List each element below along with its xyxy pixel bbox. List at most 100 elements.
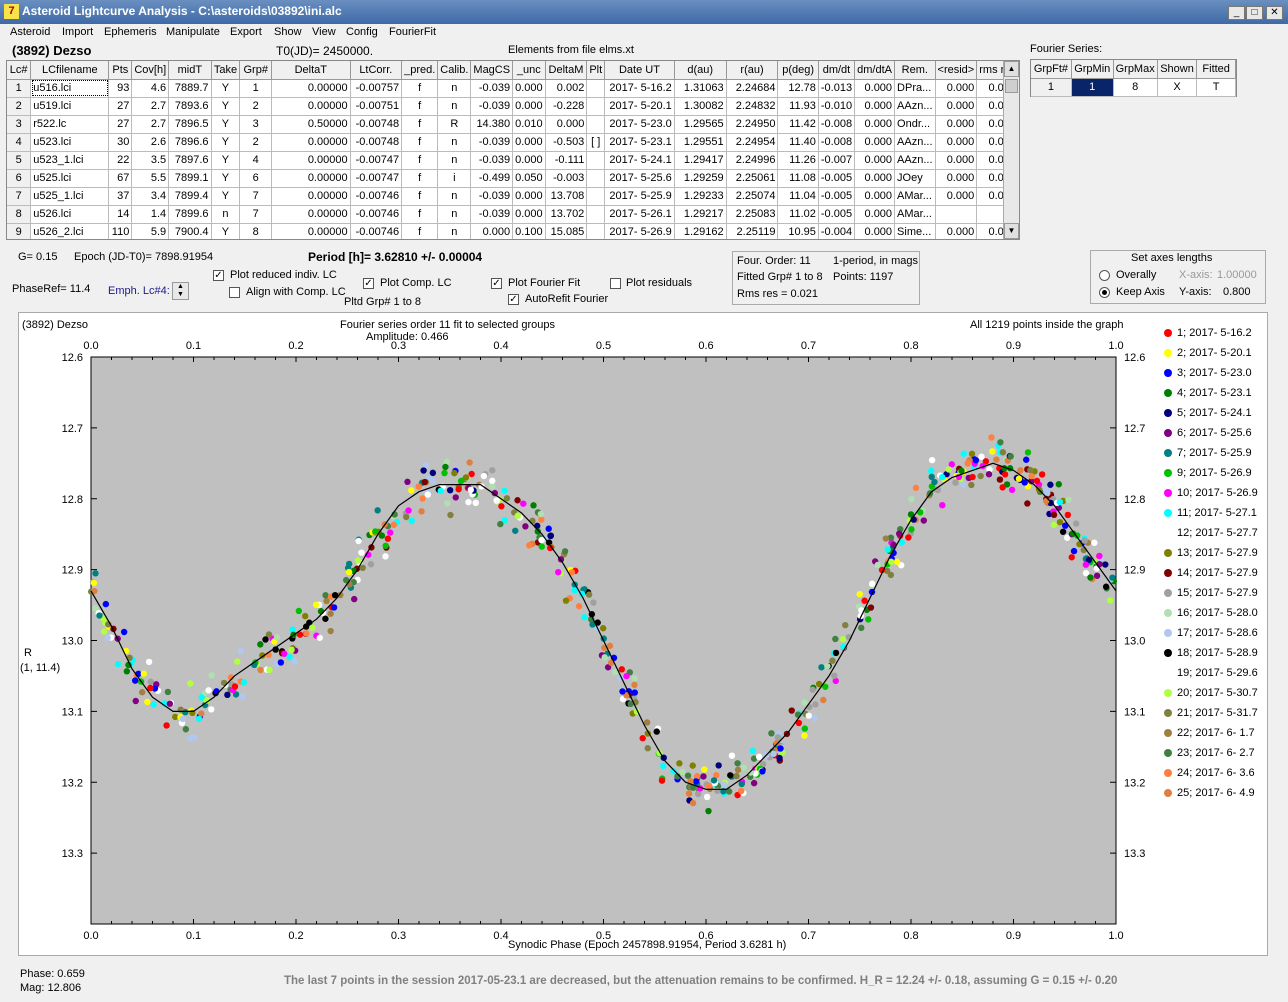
- table-cell[interactable]: [935, 205, 978, 224]
- table-row[interactable]: 8 u526.lci 14 1.4 7899.6 n 7 0.00000 -0.00746 f n -…: [7, 205, 1019, 224]
- table-row[interactable]: 2 u519.lci 27 2.7 7893.6 Y 2 0.00000 -0.00751 f n -…: [7, 97, 1019, 116]
- table-cell[interactable]: 7896.5: [168, 115, 212, 134]
- table-cell[interactable]: u519.lci: [30, 97, 110, 116]
- table-cell[interactable]: -0.00747: [350, 169, 403, 188]
- table-cell[interactable]: Y: [211, 223, 241, 239]
- table-cell[interactable]: 7889.7: [168, 79, 212, 98]
- table-cell[interactable]: [586, 79, 606, 98]
- table-cell[interactable]: 67: [108, 169, 133, 188]
- table-cell[interactable]: 11.93: [777, 97, 819, 116]
- align-checkbox[interactable]: [229, 287, 240, 298]
- table-cell[interactable]: 8: [239, 223, 273, 239]
- overally-radio[interactable]: [1099, 270, 1110, 281]
- table-cell[interactable]: u526_2.lci: [30, 223, 110, 239]
- table-cell[interactable]: -0.039: [470, 97, 514, 116]
- table-cell[interactable]: AAzn...: [894, 97, 936, 116]
- table-cell[interactable]: 30: [108, 133, 133, 152]
- table-cell[interactable]: 2.25083: [726, 205, 779, 224]
- table-cell[interactable]: n: [437, 97, 472, 116]
- table-cell[interactable]: n: [437, 133, 472, 152]
- table-cell[interactable]: -0.004: [818, 223, 856, 239]
- menu-config[interactable]: Config: [346, 26, 378, 38]
- table-cell[interactable]: 11.08: [777, 169, 819, 188]
- menu-export[interactable]: Export: [230, 26, 262, 38]
- table-cell[interactable]: 0.000: [512, 205, 546, 224]
- table-cell[interactable]: 93: [108, 79, 133, 98]
- table-row[interactable]: 3 r522.lc 27 2.7 7896.5 Y 3 0.50000 -0.00748 f R 14…: [7, 115, 1019, 134]
- column-header[interactable]: LtCorr.: [350, 61, 403, 80]
- table-cell[interactable]: 2017- 5-20.1: [604, 97, 675, 116]
- table-row[interactable]: 1 u516.lci 93 4.6 7889.7 Y 1 0.00000 -0.00757 f n -…: [7, 79, 1019, 98]
- table-cell[interactable]: f: [401, 133, 439, 152]
- table-cell[interactable]: -0.00748: [350, 133, 403, 152]
- table-cell[interactable]: 0.000: [512, 133, 546, 152]
- table-cell[interactable]: 2.6: [131, 133, 170, 152]
- table-cell[interactable]: 1.29217: [674, 205, 727, 224]
- table-cell[interactable]: 0.00000: [271, 151, 351, 170]
- table-cell[interactable]: -0.503: [545, 133, 588, 152]
- table-cell[interactable]: 0.000: [935, 151, 978, 170]
- fourier-row[interactable]: 1 1 8 X T: [1031, 78, 1236, 97]
- table-cell[interactable]: 0.00000: [271, 97, 351, 116]
- table-cell[interactable]: [586, 151, 606, 170]
- table-cell[interactable]: 1.29233: [674, 187, 727, 206]
- table-cell[interactable]: -0.111: [545, 151, 588, 170]
- table-cell[interactable]: 0.000: [512, 97, 546, 116]
- menu-fourierfit[interactable]: FourierFit: [389, 26, 437, 38]
- table-cell[interactable]: 1.30082: [674, 97, 727, 116]
- plot-fourier-checkbox[interactable]: ✓: [491, 278, 502, 289]
- column-header[interactable]: Date UT: [604, 61, 675, 80]
- table-cell[interactable]: 9: [7, 223, 32, 239]
- table-cell[interactable]: Y: [211, 169, 241, 188]
- table-cell[interactable]: JOey: [894, 169, 936, 188]
- table-cell[interactable]: 4.6: [131, 79, 170, 98]
- table-cell[interactable]: 27: [108, 97, 133, 116]
- table-cell[interactable]: 0.000: [935, 115, 978, 134]
- table-cell[interactable]: 37: [108, 187, 133, 206]
- table-cell[interactable]: 11.42: [777, 115, 819, 134]
- table-cell[interactable]: -0.039: [470, 79, 514, 98]
- table-cell[interactable]: 3.4: [131, 187, 170, 206]
- table-cell[interactable]: 2: [7, 97, 32, 116]
- table-cell[interactable]: 2.24950: [726, 115, 779, 134]
- table-cell[interactable]: 11.04: [777, 187, 819, 206]
- table-cell[interactable]: 2.24832: [726, 97, 779, 116]
- table-cell[interactable]: 13.708: [545, 187, 588, 206]
- table-cell[interactable]: 3: [7, 115, 32, 134]
- table-cell[interactable]: f: [401, 187, 439, 206]
- table-cell[interactable]: 2017- 5-23.1: [604, 133, 675, 152]
- table-cell[interactable]: 11.40: [777, 133, 819, 152]
- table-cell[interactable]: 7899.6: [168, 205, 212, 224]
- lightcurve-plot[interactable]: 0.0 0.0 0.1 0.1 0.2 0.2 0.3 0.3 0.4 0.4 0.5 0.5 0.6 0…: [18, 312, 1268, 956]
- table-cell[interactable]: Y: [211, 79, 241, 98]
- table-row[interactable]: 9 u526_2.lci 110 5.9 7900.4 Y 8 0.00000 -0.00746…: [7, 223, 1019, 239]
- table-cell[interactable]: 15.085: [545, 223, 588, 239]
- table-cell[interactable]: 2017- 5-26.1: [604, 205, 675, 224]
- column-header[interactable]: Rem.: [894, 61, 936, 80]
- table-cell[interactable]: 1.29417: [674, 151, 727, 170]
- table-cell[interactable]: n: [211, 205, 241, 224]
- table-cell[interactable]: -0.039: [470, 187, 514, 206]
- table-cell[interactable]: 5.5: [131, 169, 170, 188]
- table-cell[interactable]: 2.24954: [726, 133, 779, 152]
- table-cell[interactable]: -0.00747: [350, 151, 403, 170]
- table-cell[interactable]: f: [401, 97, 439, 116]
- table-cell[interactable]: 0.00000: [271, 187, 351, 206]
- column-header[interactable]: MagCS: [470, 61, 514, 80]
- table-cell[interactable]: Y: [211, 97, 241, 116]
- fourier-cell-grpmax[interactable]: 8: [1113, 78, 1158, 97]
- lightcurve-table[interactable]: Lc# LCfilename Pts Cov[h] midT Take Grp# DeltaT…: [6, 60, 1020, 240]
- table-cell[interactable]: [586, 223, 606, 239]
- table-cell[interactable]: -0.039: [470, 133, 514, 152]
- table-cell[interactable]: 7893.6: [168, 97, 212, 116]
- table-cell[interactable]: u525.lci: [30, 169, 110, 188]
- table-cell[interactable]: 7900.4: [168, 223, 212, 239]
- autorefit-checkbox[interactable]: ✓: [508, 294, 519, 305]
- table-cell[interactable]: 2017- 5-26.9: [604, 223, 675, 239]
- table-cell[interactable]: n: [437, 151, 472, 170]
- table-cell[interactable]: 14: [108, 205, 133, 224]
- column-header[interactable]: DeltaM: [545, 61, 588, 80]
- table-cell[interactable]: 1.31063: [674, 79, 727, 98]
- table-cell[interactable]: Y: [211, 151, 241, 170]
- table-cell[interactable]: f: [401, 205, 439, 224]
